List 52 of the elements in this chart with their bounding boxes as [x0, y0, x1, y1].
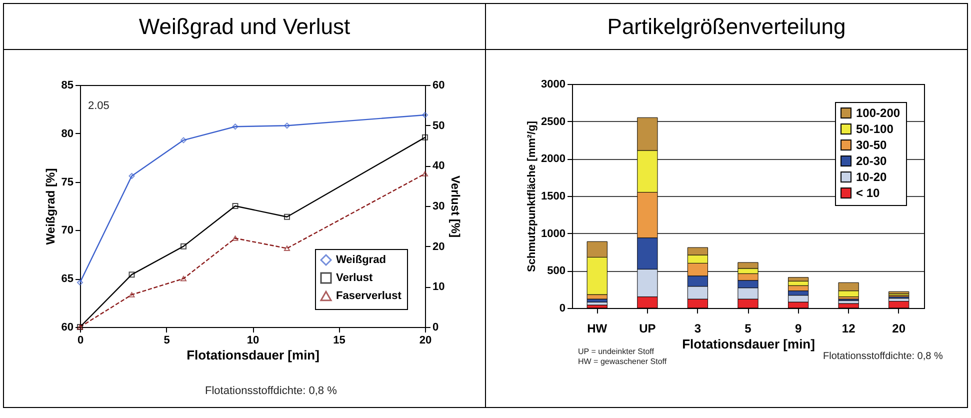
- x-tick-label: HW: [587, 322, 608, 336]
- y-tick-label: 80: [61, 128, 74, 140]
- y2-tick-label: 20: [432, 240, 445, 253]
- legend-label: 30-50: [856, 138, 888, 152]
- x-tick-label: 0: [77, 334, 84, 346]
- y-axis-title: Weißgrad [%]: [43, 168, 58, 245]
- y-tick-label: 60: [61, 322, 74, 334]
- y2-tick-label: 60: [432, 80, 445, 92]
- x-axis-title: Flotationsdauer [min]: [186, 348, 320, 362]
- x-tick-label: 5: [744, 322, 752, 336]
- annotation: 2.05: [88, 100, 110, 112]
- x-tick-label: 12: [842, 322, 856, 336]
- legend-label: Verlust: [336, 272, 374, 284]
- y2-axis-title: Verlust [%]: [448, 175, 463, 238]
- y-tick-label: 75: [61, 176, 74, 188]
- y2-tick-label: 40: [432, 160, 445, 172]
- y-tick-label: 500: [547, 265, 566, 278]
- chart-title: Partikelgrößenverteilung: [486, 4, 967, 50]
- legend-label: < 10: [856, 186, 880, 200]
- y-tick-label: 65: [61, 273, 74, 286]
- y2-tick-label: 10: [432, 281, 445, 294]
- legend-label: 50-100: [856, 122, 894, 136]
- legend-label: Weißgrad: [336, 254, 386, 266]
- legend-label: 20-30: [856, 154, 888, 168]
- x-tick-label: 15: [333, 334, 346, 346]
- text: Flotationsstoffdichte: 0,8 %: [205, 385, 337, 397]
- x-tick-label: 3: [694, 322, 702, 336]
- y-tick-label: 1000: [541, 228, 566, 240]
- x-tick-label: UP: [639, 322, 656, 336]
- x-tick-label: 20: [892, 322, 906, 336]
- y-tick-label: 70: [61, 224, 74, 237]
- y-tick-label: 2500: [541, 116, 566, 128]
- x-tick-label: 5: [164, 334, 170, 346]
- x-tick-label: 9: [794, 322, 802, 336]
- text: UP = undeinkter Stoff: [578, 347, 654, 356]
- x-axis-title: Flotationsdauer [min]: [682, 336, 815, 352]
- chart-title: Weißgrad und Verlust: [4, 4, 485, 50]
- x-tick-label: 10: [246, 334, 260, 346]
- y-tick-label: 1500: [541, 190, 566, 202]
- legend-label: 10-20: [856, 170, 888, 184]
- y-tick-label: 85: [61, 80, 74, 92]
- legend-label: Faserverlust: [336, 290, 402, 302]
- y-tick-label: 3000: [541, 78, 566, 90]
- legend-label: 100-200: [856, 106, 900, 120]
- text: HW = gewaschener Stoff: [578, 357, 667, 366]
- y-tick-label: 2000: [541, 153, 566, 166]
- y-tick-label: 0: [559, 302, 566, 314]
- y2-tick-label: 30: [432, 200, 445, 212]
- y2-tick-label: 50: [432, 120, 445, 132]
- x-tick-label: 20: [419, 334, 432, 346]
- text: Flotationsstoffdichte: 0,8 %: [823, 351, 943, 362]
- y-axis-title: Schmutzpunktfläche [mm²/g]: [526, 120, 538, 272]
